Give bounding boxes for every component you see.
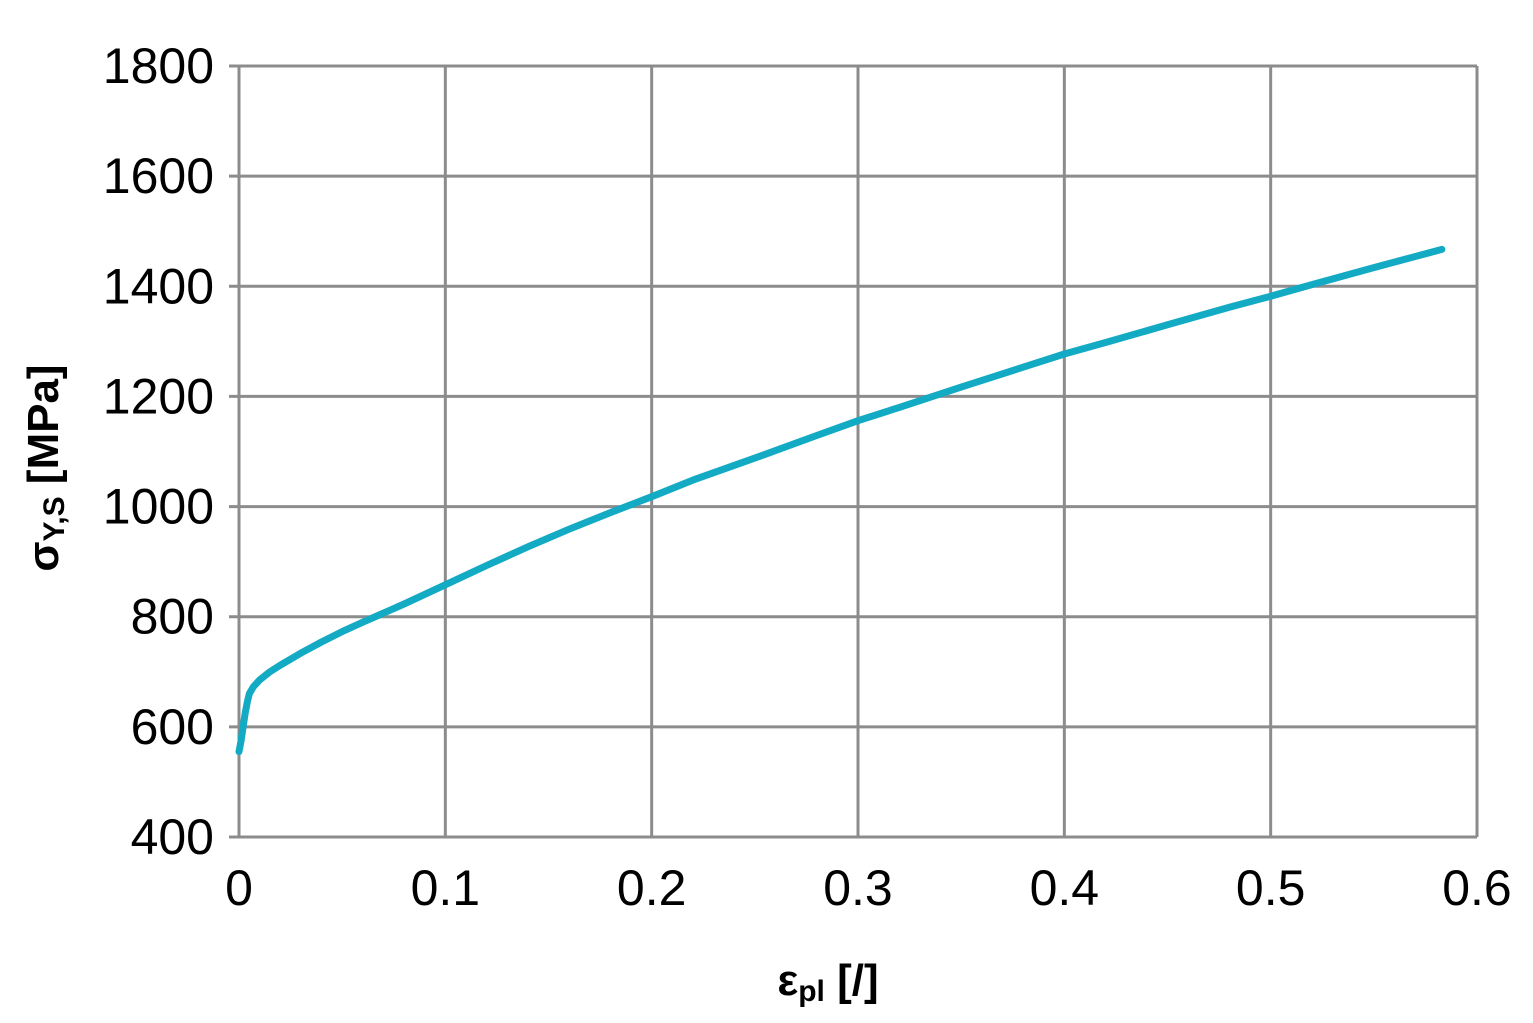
- grid: [229, 64, 1479, 839]
- y-tick-label: 1600: [103, 148, 214, 204]
- series-group: [235, 245, 1446, 756]
- x-tick-label: 0.1: [411, 860, 481, 916]
- y-tick-label: 1800: [103, 38, 214, 94]
- x-tick-labels: 0 0.1 0.2 0.3 0.4 0.5 0.6: [225, 860, 1512, 916]
- x-tick-label: 0: [225, 860, 253, 916]
- x-axis-title: εpl [/]: [777, 956, 878, 1008]
- series-line-0: [235, 245, 1446, 756]
- y-tick-label: 1000: [103, 479, 214, 535]
- y-axis-title: σY,S [MPa]: [19, 364, 71, 571]
- y-tick-label: 1400: [103, 258, 214, 314]
- x-tick-label: 0.6: [1442, 860, 1512, 916]
- y-tick-label: 600: [131, 699, 214, 755]
- x-tick-label: 0.3: [823, 860, 893, 916]
- x-tick-label: 0.2: [617, 860, 687, 916]
- y-tick-label: 400: [131, 809, 214, 865]
- y-tick-label: 800: [131, 589, 214, 645]
- y-tick-labels: 400 600 800 1000 1200 1400 1600 1800: [103, 38, 214, 865]
- y-tick-label: 1200: [103, 368, 214, 424]
- x-tick-label: 0.5: [1236, 860, 1306, 916]
- x-tick-label: 0.4: [1030, 860, 1100, 916]
